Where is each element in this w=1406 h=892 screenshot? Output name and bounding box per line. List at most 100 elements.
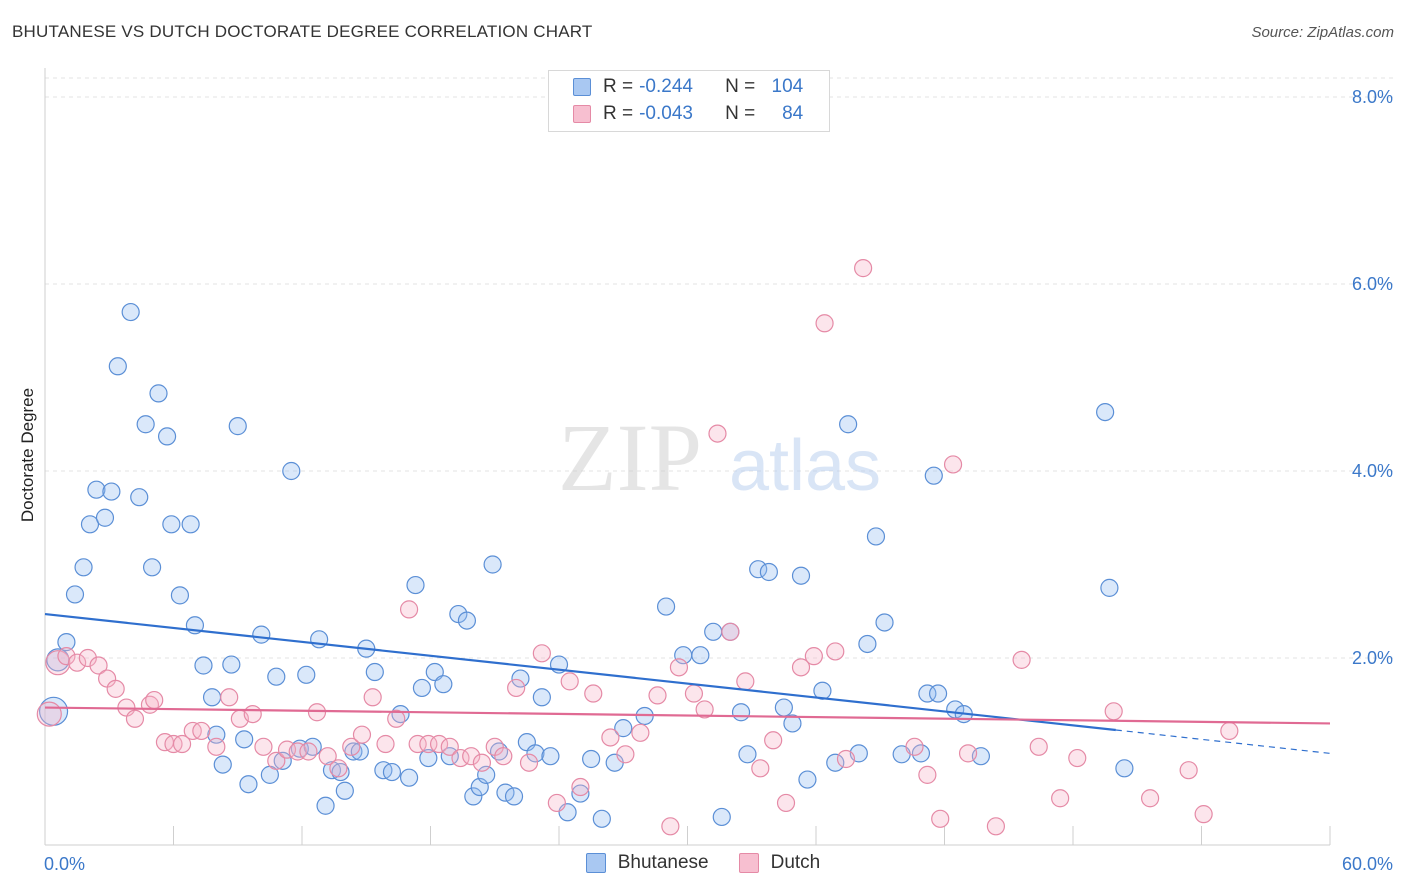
bhutanese-point xyxy=(149,384,168,403)
chart-title: BHUTANESE VS DUTCH DOCTORATE DEGREE CORR… xyxy=(12,22,593,41)
bhutanese-point xyxy=(382,762,402,782)
legend-label-dutch: Dutch xyxy=(770,852,821,873)
dutch-point xyxy=(791,658,811,677)
data-points xyxy=(36,259,1239,836)
dutch-point xyxy=(560,672,579,691)
bhutanese-point xyxy=(157,427,177,446)
dutch-point xyxy=(1068,748,1087,768)
bhutanese-point xyxy=(65,585,85,604)
bhutanese-point xyxy=(74,558,93,577)
bhutanese-point xyxy=(1100,578,1119,597)
bhutanese-point xyxy=(344,742,363,761)
y-tick-label: 2.0% xyxy=(1352,648,1393,668)
dutch-point xyxy=(1104,702,1123,721)
y-tick-labels: 2.0% 4.0% 6.0% 8.0% xyxy=(1352,87,1393,668)
bhutanese-point xyxy=(483,555,502,574)
y-tick-label: 4.0% xyxy=(1352,461,1393,481)
dutch-point xyxy=(571,777,590,797)
bhutanese-point xyxy=(738,745,757,764)
bhutanese-point xyxy=(142,558,162,577)
x-tick-right: 60.0% xyxy=(1342,854,1393,874)
legend-swatch-bhutanese xyxy=(585,853,606,873)
bhutanese-point xyxy=(866,527,886,546)
dutch-point xyxy=(751,759,770,778)
legend-swatch-dutch xyxy=(573,105,591,123)
dutch-point xyxy=(254,737,273,756)
bhutanese-point xyxy=(228,417,247,436)
dutch-point xyxy=(958,744,978,763)
legend-row-dutch: R = -0.043 N = 84 xyxy=(573,102,803,126)
dutch-point xyxy=(918,765,937,784)
dutch-point xyxy=(1194,805,1213,824)
bhutanese-point xyxy=(774,698,793,717)
dutch-point xyxy=(429,734,449,754)
dutch-point xyxy=(399,600,419,619)
legend-r-key: R = xyxy=(603,76,634,97)
legend-item-dutch[interactable]: Dutch xyxy=(738,852,821,874)
series-legend: Bhutanese Dutch xyxy=(0,852,1406,874)
bhutanese-point xyxy=(504,787,524,806)
dutch-point xyxy=(547,793,566,813)
bhutanese-point xyxy=(928,684,948,703)
dutch-point xyxy=(507,678,526,698)
bhutanese-point xyxy=(213,755,232,774)
legend-row-bhutanese: R = -0.244 N = 104 xyxy=(573,75,803,99)
dutch-point xyxy=(1140,789,1160,808)
bhutanese-point xyxy=(130,488,149,507)
bhutanese-point xyxy=(239,775,258,794)
axes xyxy=(44,68,1331,846)
bhutanese-point xyxy=(457,611,477,630)
dutch-point xyxy=(721,622,740,641)
legend-n-key: N = xyxy=(725,103,756,124)
legend-n-key: N = xyxy=(725,76,756,97)
bhutanese-point xyxy=(412,678,432,698)
trend-lines xyxy=(44,612,1331,754)
dutch-point xyxy=(695,700,714,719)
grid-lines xyxy=(45,77,1393,659)
legend-label-bhutanese: Bhutanese xyxy=(617,852,709,873)
dutch-point xyxy=(192,721,211,741)
dutch-point xyxy=(986,817,1006,836)
dutch-point xyxy=(376,734,395,754)
bhutanese-point xyxy=(1115,759,1134,778)
dutch-point xyxy=(776,793,796,813)
bhutanese-point xyxy=(526,744,545,763)
dutch-point xyxy=(462,747,481,766)
bhutanese-point xyxy=(235,730,254,749)
dutch-point xyxy=(532,644,551,663)
dutch-point xyxy=(125,709,145,728)
dutch-point xyxy=(329,759,348,778)
legend-item-bhutanese[interactable]: Bhutanese xyxy=(585,852,709,874)
dutch-point xyxy=(494,747,513,766)
bhutanese-point xyxy=(582,749,601,769)
dutch-point xyxy=(36,701,62,727)
bhutanese-point xyxy=(712,807,731,827)
bhutanese-point xyxy=(731,703,751,722)
bhutanese-point xyxy=(121,302,140,322)
dutch-point xyxy=(631,723,650,742)
x-tick-labels: 0.0% 60.0% xyxy=(44,854,1393,874)
dutch-point xyxy=(363,688,382,707)
dutch-point xyxy=(519,753,539,772)
bhutanese-point xyxy=(282,461,301,481)
bhutanese-point xyxy=(406,575,425,595)
watermark-zip: ZIP xyxy=(558,404,702,511)
bhutanese-point xyxy=(297,665,316,684)
y-tick-label: 6.0% xyxy=(1352,274,1393,294)
bhutanese-point xyxy=(691,646,710,665)
dutch-point xyxy=(905,737,924,756)
dutch-point xyxy=(854,259,873,278)
bhutanese-point xyxy=(614,719,633,738)
legend-swatch-dutch xyxy=(738,853,759,873)
bhutanese-point xyxy=(783,714,802,733)
bhutanese-point xyxy=(759,562,778,582)
dutch-point xyxy=(299,742,318,761)
dutch-point xyxy=(267,751,286,770)
legend-r-value: -0.043 xyxy=(639,103,693,124)
bhutanese-point xyxy=(80,515,100,534)
dutch-point xyxy=(684,684,704,703)
dutch-point xyxy=(342,737,361,756)
bhutanese-point xyxy=(1096,402,1115,422)
dutch-point xyxy=(307,703,327,722)
dutch-point xyxy=(440,737,459,756)
